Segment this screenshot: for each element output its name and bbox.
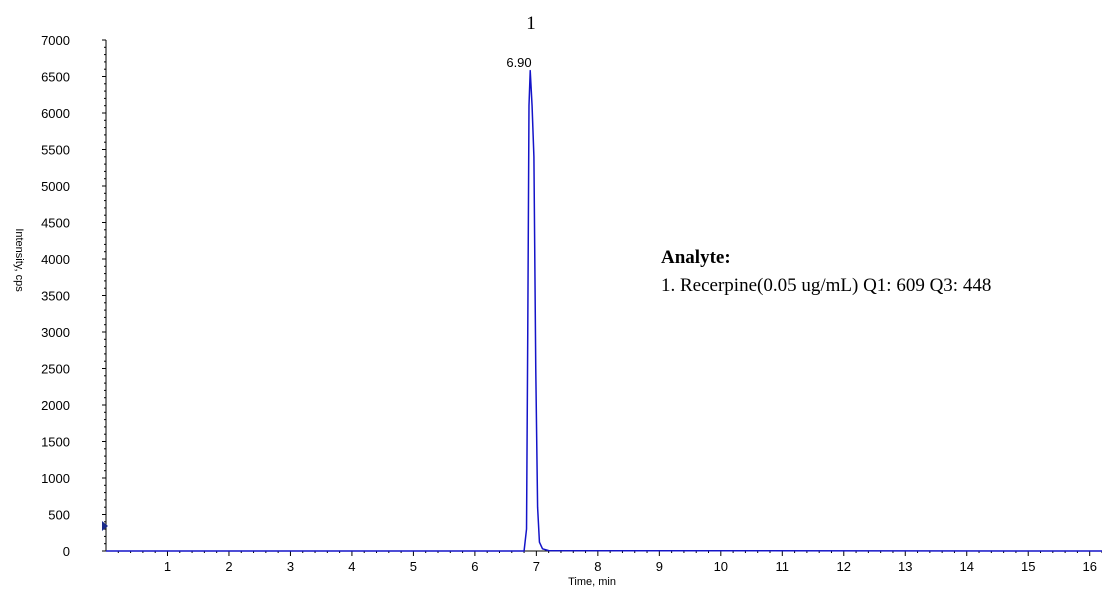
series-line-0 [106,69,1102,552]
x-axis-title: Time, min [568,576,616,588]
y-tick-label: 4500 [41,216,70,231]
y-tick-label: 500 [48,508,70,523]
y-tick-label: 7000 [41,33,70,48]
analyte-heading: Analyte: [661,247,731,268]
series-group [106,69,1102,552]
y-tick-label: 2500 [41,362,70,377]
x-tick-label: 12 [837,559,851,574]
y-tick-label: 3000 [41,325,70,340]
x-tick-label: 10 [714,559,728,574]
y-tick-label: 3500 [41,289,70,304]
y-tick-label: 6000 [41,106,70,121]
analyte-entry: 1. Recerpine(0.05 ug/mL) Q1: 609 Q3: 448 [661,275,991,296]
y-ticks: 0 500 1000 1500 2000 2500 3000 3500 4000 4500 5000… [41,33,106,559]
x-tick-label: 1 [164,559,171,574]
x-ticks: 1 2 3 4 5 6 7 8 9 10 11 12 13 14 15 16 [117,551,1102,574]
x-tick-label: 3 [287,559,294,574]
y-tick-label: 1000 [41,471,70,486]
y-tick-label: 5500 [41,143,70,158]
y-tick-label: 2000 [41,398,70,413]
x-tick-label: 13 [898,559,912,574]
x-tick-label: 9 [656,559,663,574]
x-tick-label: 8 [594,559,601,574]
x-tick-label: 5 [410,559,417,574]
y-axis-title: Intensity, cps [13,228,25,292]
x-tick-label: 16 [1082,559,1096,574]
x-tick-label: 6 [471,559,478,574]
peak-id-label: 1 [526,13,536,34]
y-tick-label: 4000 [41,252,70,267]
y-tick-label: 0 [63,544,70,559]
x-tick-label: 14 [960,559,974,574]
peak-time-label: 6.90 [506,55,531,70]
x-tick-label: 4 [348,559,355,574]
x-tick-label: 15 [1021,559,1035,574]
y-tick-label: 1500 [41,435,70,450]
x-tick-label: 11 [776,559,790,574]
x-tick-label: 2 [225,559,232,574]
baseline-marker-icon [102,521,108,531]
y-tick-label: 6500 [41,70,70,85]
x-tick-label: 7 [533,559,540,574]
y-tick-label: 5000 [41,179,70,194]
